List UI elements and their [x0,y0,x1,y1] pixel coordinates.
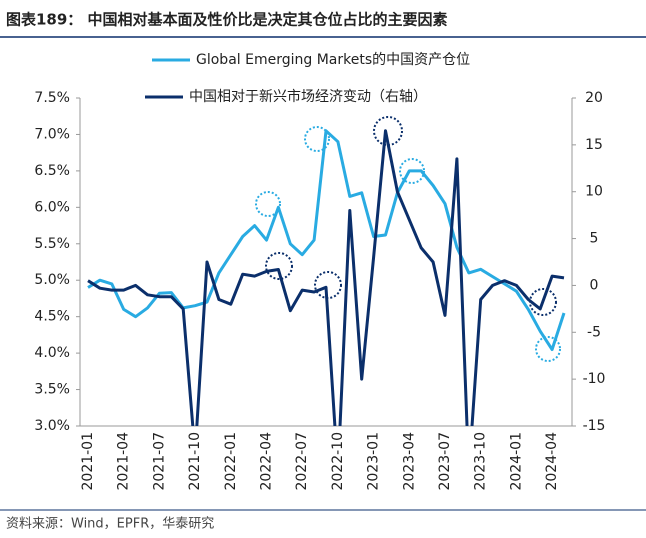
y2-tick-label: 15 [585,137,603,153]
x-tick-label: 2023-07 [437,432,453,491]
y-tick-label: 6.5% [34,163,70,179]
highlight-circle [535,336,561,362]
y2-tick-label: 0 [590,277,599,293]
legend-label: Global Emerging Markets的中国资产仓位 [196,52,470,68]
y2-tick-label: -5 [587,324,601,340]
y2-tick-label: -15 [583,418,606,434]
x-tick-label: 2024-04 [544,432,560,491]
x-tick-label: 2021-10 [187,432,203,491]
highlight-circle [265,252,293,280]
y-tick-label: 4.5% [34,309,70,325]
x-tick-label: 2021-07 [151,432,167,491]
x-tick-label: 2021-01 [80,432,96,491]
y-tick-label: 5.0% [34,272,70,288]
y-tick-label: 4.0% [34,345,70,361]
highlight-circles [255,116,561,362]
y-tick-label: 6.0% [34,199,70,215]
series-line [87,129,566,351]
x-tick-label: 2022-01 [223,432,239,491]
y-tick-label: 7.0% [34,126,70,142]
highlight-circle [314,271,342,299]
y-tick-label: 3.0% [34,418,70,434]
y2-tick-label: -10 [583,371,606,387]
plot-area [87,129,566,426]
y2-tick-label: 20 [585,90,603,106]
y2-tick-label: 10 [585,184,603,200]
highlight-circle [304,126,330,152]
source: 资料来源：Wind，EPFR，华泰研究 [6,517,214,532]
y-tick-label: 7.5% [34,90,70,106]
chart-title: 图表189： 中国相对基本面及性价比是决定其仓位占比的主要因素 [6,11,448,29]
x-tick-label: 2021-04 [116,432,132,491]
y2-tick-label: 5 [590,231,599,247]
x-tick-label: 2023-01 [366,432,382,491]
x-tick-label: 2022-07 [294,432,310,491]
y-tick-label: 3.5% [34,382,70,398]
y-tick-label: 5.5% [34,236,70,252]
x-tick-label: 2022-10 [330,432,346,491]
x-tick-label: 2023-10 [473,432,489,491]
highlight-circle [255,191,281,217]
highlight-circle [399,158,425,184]
legend-label: 中国相对于新兴市场经济变动（右轴） [189,88,427,105]
x-tick-label: 2022-04 [259,432,275,491]
x-tick-label: 2024-01 [508,432,524,491]
series-line [87,129,565,426]
x-tick-label: 2023-04 [401,432,417,491]
